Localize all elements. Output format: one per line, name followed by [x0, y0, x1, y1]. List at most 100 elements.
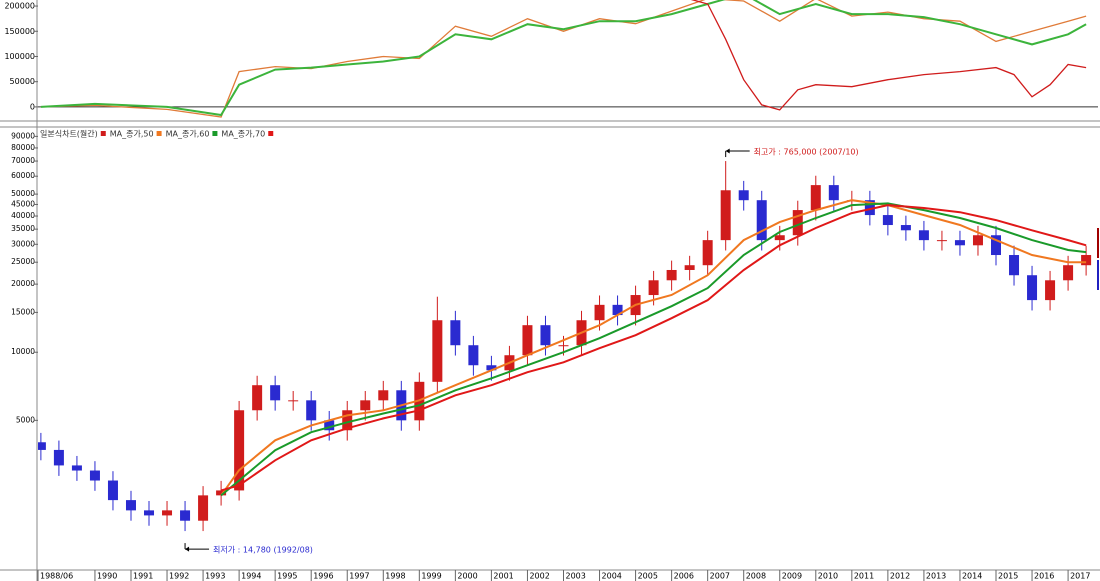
y-tick-label: 0: [30, 102, 35, 111]
candle-body: [1027, 275, 1038, 301]
y-tick-label: 80000: [11, 143, 35, 152]
annotation: 최고가 : 765,000 (2007/10): [754, 147, 859, 157]
candle-body: [594, 304, 605, 321]
scale-marker: [1097, 228, 1099, 258]
candle-body: [324, 420, 335, 431]
candle-body: [180, 510, 191, 521]
x-tick-label: 2010: [818, 572, 838, 581]
candle-body: [360, 400, 371, 411]
x-tick-label: 2000: [457, 572, 477, 581]
candle-body: [1081, 255, 1092, 266]
candle-body: [864, 200, 875, 216]
x-tick-label: 2012: [890, 572, 910, 581]
x-tick-label: 1999: [421, 572, 441, 581]
candle-body: [71, 465, 82, 471]
y-tick-label: 70000: [11, 156, 35, 165]
candle-body: [162, 510, 173, 516]
y-tick-label: 5000: [16, 415, 35, 424]
y-tick-label: 45000: [11, 199, 35, 208]
x-tick-label: 1994: [241, 572, 261, 581]
y-tick-label: 50000: [11, 189, 35, 198]
annotation: 최저가 : 14,780 (1992/08): [213, 545, 313, 555]
y-tick-label: 25000: [11, 257, 35, 266]
x-tick-label: 2009: [782, 572, 802, 581]
candle-body: [342, 410, 353, 431]
candle-body: [234, 410, 245, 491]
y-tick-label: 60000: [11, 171, 35, 180]
candle-body: [432, 320, 443, 382]
candle-body: [306, 400, 317, 421]
candle-body: [738, 190, 749, 201]
legend-swatch: [100, 131, 106, 136]
candle-body: [486, 365, 497, 371]
x-tick-label: 1990: [97, 572, 117, 581]
candle-body: [144, 510, 155, 516]
x-tick-label: 2003: [565, 572, 585, 581]
x-tick-label: 1998: [385, 572, 405, 581]
candle-body: [89, 470, 100, 481]
y-tick-label: 30000: [11, 239, 35, 248]
candle-body: [972, 235, 983, 246]
candle-body: [900, 225, 911, 231]
x-tick-label: 2016: [1034, 572, 1054, 581]
x-tick-label: 1992: [169, 572, 189, 581]
legend-swatch: [212, 131, 218, 136]
x-tick-label: 1997: [349, 572, 369, 581]
x-tick-label: 2017: [1070, 572, 1090, 581]
legend-swatch: [268, 131, 274, 136]
moving-average: [220, 199, 1087, 496]
candle-body: [450, 320, 461, 346]
candle-body: [702, 240, 713, 266]
y-tick-label: 35000: [11, 224, 35, 233]
x-tick-label: 1988/06: [40, 572, 73, 581]
candle-body: [828, 185, 839, 201]
candle-body: [774, 235, 785, 241]
legend-label: 일본식차트(월간): [40, 129, 98, 139]
x-tick-label: 1991: [133, 572, 153, 581]
axes: 0 50000 100000 150000 200000 5000 10000 15000 20…: [4, 2, 1090, 581]
y-tick-label: 90000: [11, 131, 35, 140]
x-tick-label: 2007: [710, 572, 730, 581]
candle-body: [648, 280, 659, 296]
y-tick-label: 150000: [4, 27, 35, 36]
y-tick-label: 15000: [11, 307, 35, 316]
candle-body: [107, 480, 118, 501]
indicator-line: [40, 0, 1087, 117]
candle-body: [684, 265, 695, 270]
legend-label: MA_종가,50: [110, 130, 154, 139]
moving-average: [220, 204, 1087, 492]
candle-body: [522, 325, 533, 356]
candle-body: [792, 210, 803, 236]
candle-body: [991, 235, 1002, 256]
scale-marker: [1097, 260, 1099, 290]
candle-body: [270, 385, 281, 401]
main-plot: [38, 161, 1092, 532]
annotation-arrowhead: [725, 148, 730, 154]
indicator-line: [690, 0, 1087, 111]
x-tick-label: 2002: [529, 572, 549, 581]
top-plot: [38, 0, 1098, 118]
candle-body: [216, 490, 227, 496]
y-tick-label: 40000: [11, 211, 35, 220]
x-tick-label: 2008: [746, 572, 766, 581]
legend-label: MA_종가,60: [166, 130, 210, 139]
candle-body: [1045, 280, 1056, 301]
candle-body: [378, 390, 389, 401]
candle-body: [468, 345, 479, 366]
y-tick-label: 100000: [4, 52, 35, 61]
candle-body: [198, 495, 209, 521]
x-tick-label: 2001: [493, 572, 513, 581]
candle-body: [918, 230, 929, 241]
x-tick-label: 2013: [926, 572, 946, 581]
candle-body: [756, 200, 767, 241]
candle-body: [954, 240, 965, 246]
annotation-arrowhead: [185, 546, 190, 552]
x-tick-label: 1995: [277, 572, 297, 581]
legend-swatch: [156, 131, 162, 136]
candle-body: [720, 190, 731, 241]
candle-body: [882, 215, 893, 226]
y-tick-label: 20000: [11, 279, 35, 288]
candle-body: [612, 304, 623, 316]
candle-body: [936, 240, 947, 242]
